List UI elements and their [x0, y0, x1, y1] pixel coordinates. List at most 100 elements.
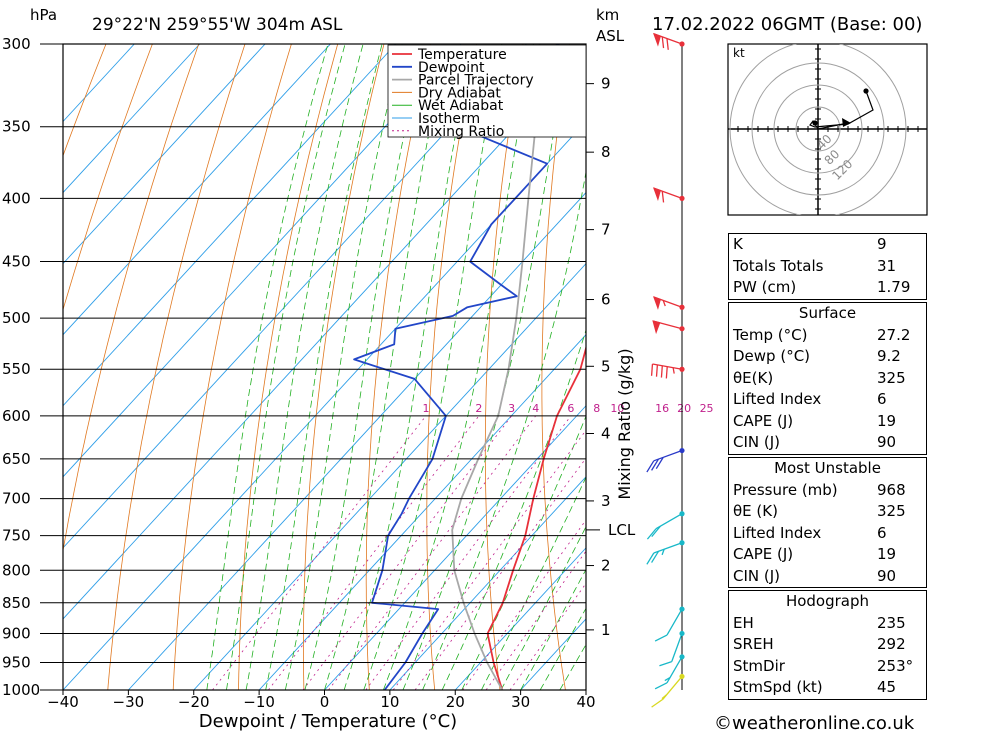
surface-label: Lifted Index — [733, 390, 822, 408]
hodograph-stats-row: EH 235 — [729, 613, 926, 635]
mixing-ratio-label: 1 — [422, 402, 429, 415]
wet-adiabat-line — [206, 44, 329, 690]
surface-value: 325 — [877, 368, 906, 387]
km-tick-label: 1 — [601, 621, 611, 639]
hodograph-point — [812, 120, 818, 126]
isotherm-line — [324, 405, 586, 690]
surface-label: Temp (°C) — [733, 325, 808, 344]
x-tick-label: 0 — [320, 693, 330, 711]
mixing-ratio-line — [392, 429, 586, 690]
wind-barb — [652, 296, 683, 310]
hodograph-ring — [795, 106, 841, 152]
most-unstable-row: Pressure (mb) 968 — [729, 480, 926, 502]
dry-adiabat-line — [63, 44, 153, 312]
index-label: K — [733, 235, 743, 253]
pressure-tick-label: 400 — [2, 189, 31, 207]
pressure-tick-label: 850 — [2, 594, 31, 612]
wind-barb — [652, 187, 683, 203]
hodograph-stats-label: SREH — [733, 635, 774, 653]
most-unstable-value: 325 — [877, 502, 906, 520]
mixing-ratio-label: 6 — [567, 402, 574, 415]
index-value: 9 — [877, 235, 887, 253]
asl-unit-label: ASL — [596, 27, 625, 45]
wet-adiabat-line — [343, 44, 474, 690]
mixing-ratio-label: 16 — [655, 402, 669, 415]
hodograph-stats-value: 253° — [877, 656, 914, 675]
surface-row: Lifted Index 6 — [729, 389, 926, 411]
wet-adiabat-line — [363, 44, 503, 690]
wet-adiabat-line — [284, 44, 403, 690]
storm-motion-arrowhead — [842, 118, 851, 127]
wind-barb — [654, 656, 683, 690]
km-tick-label: 6 — [601, 291, 611, 309]
km-tick-label: 8 — [601, 143, 611, 161]
mixing-ratio-label: 10 — [610, 402, 624, 415]
wind-barbs — [646, 32, 685, 708]
hodograph-stats-label: EH — [733, 613, 754, 632]
x-tick-label: −30 — [113, 693, 145, 711]
km-tick-label: 2 — [601, 557, 611, 575]
pressure-level-lines: 300 350 400 450 500 550 600 650 700 750 800 850 900 9… — [2, 35, 586, 699]
km-tick-label: 7 — [601, 221, 611, 239]
pressure-tick-label: 700 — [2, 490, 31, 508]
most-unstable-row: θE (K) 325 — [729, 501, 926, 523]
surface-row: Temp (°C) 27.2 — [729, 325, 926, 347]
pressure-tick-label: 350 — [2, 118, 31, 136]
x-axis-ticks: −40 −30 −20 −10 0 10 20 30 40 — [47, 690, 596, 711]
x-tick-label: −40 — [47, 693, 79, 711]
isotherm-line — [63, 44, 397, 407]
x-tick-label: 30 — [511, 693, 530, 711]
isotherm-line — [454, 547, 586, 690]
most-unstable-label: CAPE (J) — [733, 545, 794, 563]
km-tick-label: 4 — [601, 425, 611, 443]
x-tick-label: −10 — [243, 693, 275, 711]
hodograph-stats-value: 45 — [877, 678, 897, 696]
indices-box: K 9 Totals Totals 31 PW (cm) 1.79 — [728, 233, 927, 300]
hodograph-stats-label: StmSpd (kt) — [733, 678, 823, 696]
index-value: 31 — [877, 256, 897, 275]
surface-box: Surface Temp (°C) 27.2 Dewp (°C) 9.2 θE(K)… — [728, 302, 927, 455]
dry-adiabat-line — [238, 44, 339, 690]
dry-adiabat-line — [541, 44, 570, 690]
pressure-tick-label: 300 — [2, 35, 31, 53]
x-tick-label: −20 — [178, 693, 210, 711]
most-unstable-value: 90 — [877, 566, 897, 585]
index-value: 1.79 — [877, 278, 911, 296]
surface-row: CIN (J) 90 — [729, 432, 926, 454]
wind-barb — [650, 363, 683, 379]
surface-label: CIN (J) — [733, 433, 781, 451]
km-tick-label: 3 — [601, 492, 611, 510]
surface-value: 9.2 — [877, 347, 901, 365]
wind-barb — [651, 675, 683, 708]
most-unstable-row: CAPE (J) 19 — [729, 544, 926, 566]
most-unstable-value: 968 — [877, 480, 906, 499]
pressure-tick-label: 550 — [2, 360, 31, 378]
hodograph-ring — [751, 62, 885, 196]
most-unstable-label: θE (K) — [733, 502, 778, 520]
legend-label: Parcel Trajectory — [418, 73, 534, 89]
mixing-ratio-label: 4 — [532, 402, 539, 415]
surface-row: CAPE (J) 19 — [729, 411, 926, 433]
surface-value: 27.2 — [877, 325, 911, 344]
surface-label: CAPE (J) — [733, 411, 794, 430]
mixing-ratio-line — [328, 415, 537, 690]
hpa-unit-label: hPa — [30, 6, 57, 24]
hodograph-unit-label: kt — [733, 46, 745, 60]
hodograph-trace — [809, 90, 874, 130]
index-label: Totals Totals — [733, 256, 824, 275]
x-tick-label: 10 — [380, 693, 399, 711]
dry-adiabat-line — [63, 44, 200, 553]
index-label: PW (cm) — [733, 278, 797, 296]
hodograph-stats-value: 292 — [877, 635, 906, 653]
pressure-tick-label: 950 — [2, 653, 31, 671]
x-tick-label: 20 — [446, 693, 465, 711]
wet-adiabat-line — [402, 44, 569, 690]
mixing-ratio-label: 3 — [508, 402, 515, 415]
pressure-tick-label: 1000 — [2, 681, 40, 699]
dry-adiabat-line — [172, 44, 292, 690]
wind-barb — [659, 633, 683, 667]
isotherm-line — [63, 44, 266, 265]
mixing-ratio-line — [268, 415, 480, 690]
surface-value: 90 — [877, 433, 897, 451]
